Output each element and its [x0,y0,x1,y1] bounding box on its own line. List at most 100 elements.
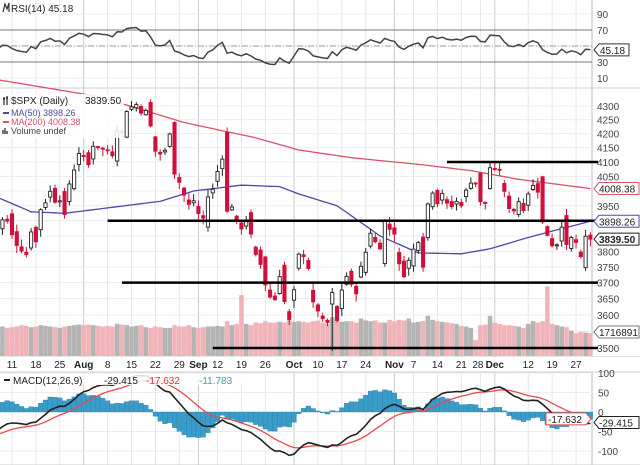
candle-body [177,177,182,183]
date-label: Oct [286,360,303,371]
volume-bar [564,327,569,356]
volume-bar [263,321,268,356]
candle-body [148,102,153,127]
candle-body [263,256,268,286]
candle-body [167,133,172,147]
candle-body [81,155,86,158]
candle-body [583,235,588,269]
candle-body [368,232,373,247]
candle-body [325,319,330,323]
candle-body [287,311,292,320]
ma50-line [0,184,591,255]
candle-body [306,260,311,269]
date-label: 21 [456,360,468,371]
candle-body [468,182,473,189]
macd-histogram-bar [363,395,369,413]
price-tick-label: 3650 [597,295,620,306]
price-legend: $SPX (Daily) 3839.50 MA(50) 3898.26 MA(2… [2,94,124,138]
volume-bar [105,325,110,356]
macd-histogram-bar [315,410,321,413]
volume-bar [411,322,416,356]
macd-histogram-bar [143,404,149,413]
macd-histogram-bar [14,403,20,413]
volume-bar [511,325,517,356]
macd-histogram-bar [138,403,144,413]
candle-body [14,231,19,246]
candle-body [268,289,273,298]
macd-histogram-bar [133,400,139,413]
candle-body [95,146,101,149]
rsi-value-tag [593,43,630,57]
candle-body [339,289,344,309]
macd-histogram-bar [339,407,345,413]
candle-body [564,215,569,245]
volume-bar [320,322,325,356]
volume-bar [492,322,498,356]
macd-histogram-bar [530,411,536,419]
candle-body [487,167,493,189]
macd-histogram-bar [234,411,240,421]
candle-body [24,251,29,255]
volume-bar [291,321,297,356]
candle-body [291,289,297,301]
candle-body [516,201,521,215]
ma50-value-tag [593,214,640,228]
macd-histogram-bar [0,402,5,413]
candle-body [311,289,316,303]
volume-bar [549,323,555,356]
macd-legend: MACD(12,26,9) -29.415 -17.632 -11.783 [2,374,247,387]
candle-body [9,213,15,236]
candle-body [153,136,158,152]
volume-bar [220,326,225,356]
candle-icon [3,96,8,105]
volume-bar [19,325,24,356]
volume-bar [172,325,177,356]
candle-body [52,187,58,203]
date-label: 10 [312,360,324,371]
volume-bar [482,324,488,356]
volume-bar [157,327,163,356]
macd-tag-label: -29.415 [599,418,633,429]
volume-bar [224,321,230,356]
rsi-title: RSI(14) 45.18 [11,4,74,15]
candle-body [86,152,91,166]
date-label: Aug [74,360,93,371]
candle-body [530,184,536,191]
candle-body [421,236,426,268]
candle-body [48,190,53,198]
macd-histogram-bar [114,402,120,413]
candle-body [478,172,483,203]
macd-histogram-bar [171,411,178,428]
macd-histogram-bar [277,411,283,428]
macd-histogram-bar [291,411,297,423]
macd-histogram-bar [415,406,421,413]
volume-bar [382,322,388,356]
volume-bar [205,326,211,356]
date-label: 19 [547,360,559,371]
date-label: 27 [570,360,582,371]
candle-body [430,192,435,208]
candle-body [540,176,545,223]
volume-bar [277,321,282,356]
candle-body [473,182,478,185]
candle-body [411,248,416,267]
macd-histogram-bar [458,404,464,413]
candle-body [573,239,579,243]
rsi-tick-label: 90 [597,10,609,21]
macd-histogram-bar [439,396,445,413]
macd-histogram-bar [248,411,254,423]
price-tick-label: 3500 [597,344,620,355]
volume-bar [401,320,407,356]
volume-bar [439,321,445,356]
candle-body [272,295,277,301]
volume-bar [521,327,526,356]
date-label: 12 [212,360,224,371]
candle-body [239,222,244,230]
rsi-tick-label: 70 [597,26,609,37]
candle-body [205,196,211,228]
candle-body [358,265,363,278]
candle-body [91,145,96,160]
signal-tag-label: -17.632 [548,415,582,426]
volume-value-tag [593,325,640,339]
macd-histogram-bar [540,411,546,422]
